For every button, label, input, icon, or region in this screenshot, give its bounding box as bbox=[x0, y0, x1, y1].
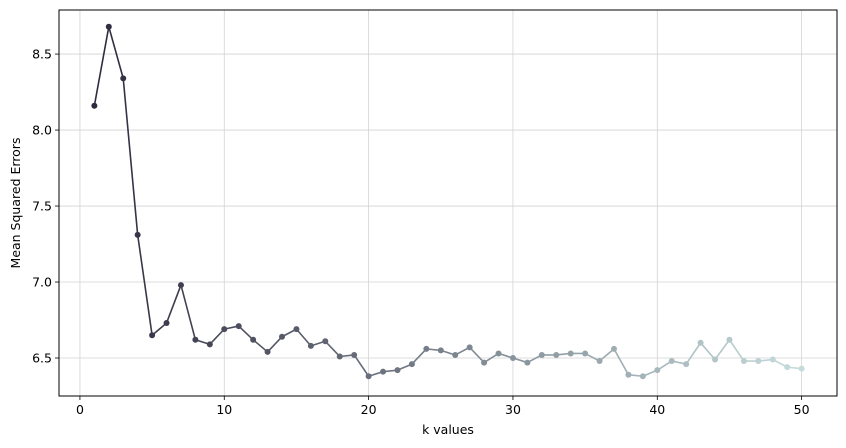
data-point bbox=[264, 348, 271, 355]
data-point bbox=[726, 336, 733, 343]
series-line-segment bbox=[93, 26, 110, 106]
data-point bbox=[639, 373, 646, 380]
data-point bbox=[466, 344, 473, 351]
data-point bbox=[654, 367, 661, 374]
data-point bbox=[322, 338, 329, 345]
series-line-segment bbox=[714, 339, 731, 360]
data-point bbox=[365, 373, 372, 380]
x-tick-label: 30 bbox=[505, 402, 521, 417]
x-tick-label: 50 bbox=[794, 402, 810, 417]
data-point bbox=[538, 351, 545, 358]
data-point bbox=[668, 358, 675, 365]
x-tick-label: 40 bbox=[649, 402, 665, 417]
series-line-segment bbox=[122, 78, 139, 235]
series-line-segment bbox=[411, 348, 427, 365]
data-point bbox=[769, 356, 776, 363]
data-point bbox=[279, 333, 286, 340]
data-point bbox=[740, 358, 747, 365]
data-point bbox=[91, 102, 98, 109]
data-point bbox=[336, 353, 343, 360]
data-point bbox=[408, 361, 415, 368]
data-point bbox=[596, 358, 603, 365]
x-tick-label: 20 bbox=[361, 402, 377, 417]
series-line-segment bbox=[136, 234, 153, 336]
data-point bbox=[481, 359, 488, 366]
series-line-segment bbox=[728, 339, 745, 362]
data-point bbox=[495, 350, 502, 357]
data-point bbox=[798, 365, 805, 372]
data-point bbox=[437, 347, 444, 354]
data-point bbox=[149, 332, 156, 339]
data-point bbox=[177, 282, 184, 289]
x-tick-label: 0 bbox=[76, 402, 84, 417]
y-axis-label: Mean Squared Errors bbox=[8, 138, 23, 269]
data-point bbox=[120, 75, 127, 82]
line-layer bbox=[93, 26, 802, 378]
data-point bbox=[351, 351, 358, 358]
data-point bbox=[712, 356, 719, 363]
data-point bbox=[509, 355, 516, 362]
series-line-segment bbox=[209, 328, 225, 345]
data-point bbox=[452, 351, 459, 358]
data-point bbox=[524, 359, 531, 366]
series-line-segment bbox=[685, 342, 702, 365]
series-line-segment bbox=[699, 342, 716, 361]
series-line-segment bbox=[165, 284, 182, 324]
series-line-segment bbox=[353, 354, 370, 377]
data-point bbox=[380, 368, 387, 375]
series-line-segment bbox=[108, 26, 125, 79]
data-point bbox=[697, 339, 704, 346]
series-line-segment bbox=[613, 348, 630, 376]
data-point bbox=[567, 350, 574, 357]
data-point bbox=[192, 336, 199, 343]
data-point bbox=[784, 364, 791, 371]
x-axis-label: k values bbox=[422, 422, 474, 437]
y-tick-label: 7.0 bbox=[32, 275, 52, 290]
y-tick-label: 8.5 bbox=[32, 47, 52, 62]
series-line-segment bbox=[180, 284, 197, 340]
point-layer bbox=[91, 23, 805, 380]
tick-layer: 0 10 20 30 40 50 6.5 7.0 7.5 8.0 8.5 bbox=[32, 47, 810, 417]
data-point bbox=[755, 358, 762, 365]
data-point bbox=[293, 326, 300, 333]
y-tick-label: 6.5 bbox=[32, 351, 52, 366]
data-point bbox=[610, 345, 617, 352]
grid-layer bbox=[59, 10, 837, 396]
y-tick-label: 7.5 bbox=[32, 199, 52, 214]
series-line-segment bbox=[151, 322, 168, 336]
data-point bbox=[553, 351, 560, 358]
series-line-segment bbox=[238, 325, 254, 341]
data-point bbox=[423, 345, 430, 352]
data-point bbox=[105, 23, 112, 30]
data-point bbox=[625, 371, 632, 378]
data-point bbox=[134, 231, 141, 238]
data-point bbox=[206, 341, 213, 348]
y-tick-label: 8.0 bbox=[32, 123, 52, 138]
series-line-segment bbox=[469, 346, 485, 364]
data-point bbox=[582, 350, 589, 357]
data-point bbox=[394, 367, 401, 374]
data-point bbox=[250, 336, 257, 343]
series-line-segment bbox=[252, 339, 269, 353]
data-point bbox=[307, 342, 314, 349]
data-point bbox=[683, 361, 690, 368]
data-point bbox=[235, 323, 242, 330]
data-point bbox=[221, 326, 228, 333]
data-point bbox=[163, 320, 170, 327]
plot-frame bbox=[58, 9, 838, 397]
x-tick-label: 10 bbox=[216, 402, 232, 417]
series-line-segment bbox=[295, 328, 312, 347]
series-line-segment bbox=[266, 336, 283, 353]
series-line-segment bbox=[324, 340, 341, 358]
series-line-segment bbox=[599, 348, 615, 362]
